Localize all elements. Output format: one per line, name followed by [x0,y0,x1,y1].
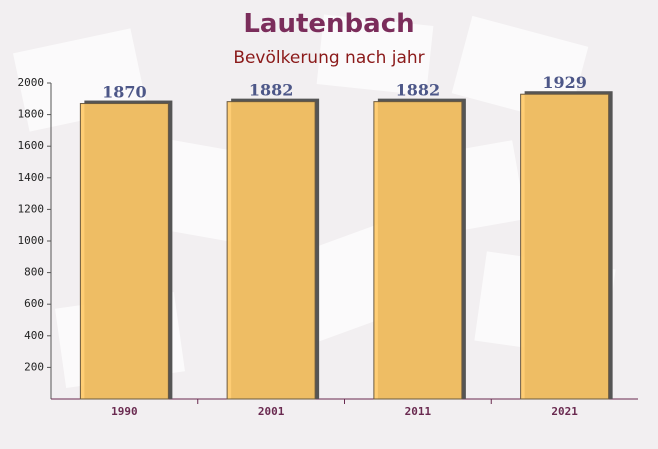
bar [520,93,610,400]
x-tick-label: 2021 [551,405,578,418]
bar [226,101,316,400]
chart-subtitle: Bevölkerung nach jahr [233,48,424,68]
y-tick-label: 200 [24,360,44,373]
x-tick-label: 2001 [258,405,285,418]
y-tick-label: 400 [24,329,44,342]
y-tick-label: 800 [24,266,44,279]
x-tick-label: 1990 [111,405,138,418]
x-tick-label: 2011 [405,405,432,418]
y-tick-label: 1000 [18,234,45,247]
y-tick-label: 1400 [18,171,45,184]
value-label: 1882 [396,81,441,100]
value-label: 1870 [102,83,147,102]
y-tick-label: 1800 [18,108,45,121]
y-tick-label: 2000 [18,76,45,89]
value-label: 1929 [542,73,587,92]
y-tick-label: 1200 [18,202,45,215]
y-tick-label: 600 [24,297,44,310]
bar [373,101,463,400]
bar [79,103,169,400]
y-tick-label: 1600 [18,139,45,152]
chart-title: Lautenbach [243,9,414,39]
value-label: 1882 [249,81,294,100]
